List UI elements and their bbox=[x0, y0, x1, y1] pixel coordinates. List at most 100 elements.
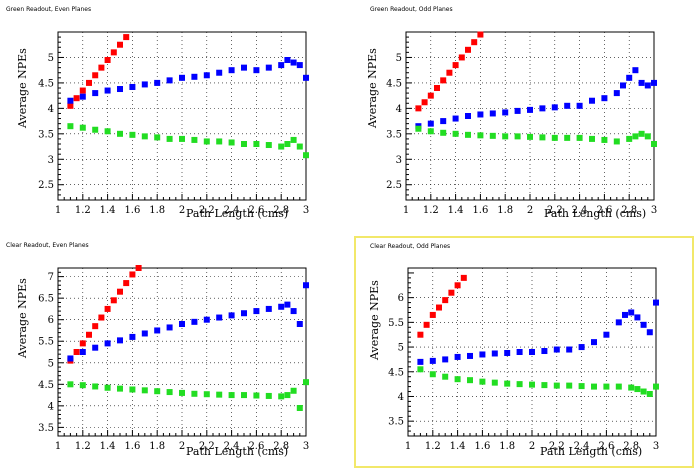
data-point bbox=[241, 141, 247, 147]
data-point bbox=[632, 133, 639, 140]
data-point bbox=[265, 142, 272, 149]
data-point bbox=[421, 99, 428, 106]
data-point bbox=[465, 131, 471, 138]
data-point bbox=[265, 305, 272, 312]
data-point bbox=[634, 386, 641, 393]
x-axis-label: Path Length (cms) bbox=[186, 445, 289, 458]
data-point bbox=[92, 323, 99, 330]
y-tick-label: 3 bbox=[48, 155, 54, 166]
x-tick-label: 3 bbox=[651, 205, 657, 216]
data-point bbox=[527, 133, 533, 140]
x-tick-label: 1 bbox=[55, 441, 61, 452]
data-point bbox=[141, 387, 148, 394]
data-point bbox=[284, 141, 291, 147]
data-point bbox=[303, 152, 309, 159]
x-axis-label: Path Length (cms) bbox=[544, 207, 647, 220]
y-tick-label: 3.5 bbox=[386, 129, 402, 140]
data-point bbox=[651, 79, 657, 86]
data-point bbox=[576, 134, 583, 141]
x-tick-label: 2.8 bbox=[273, 441, 289, 452]
data-point bbox=[154, 79, 161, 86]
x-tick-label: 1.6 bbox=[472, 205, 488, 216]
data-point bbox=[429, 357, 436, 364]
data-point bbox=[589, 97, 595, 104]
data-point bbox=[440, 129, 447, 136]
data-point bbox=[284, 301, 291, 308]
data-point bbox=[98, 314, 105, 321]
data-point bbox=[296, 143, 303, 150]
chart-panel-clear-odd-selected[interactable]: Clear Readout, Odd Planes Average NPEs P… bbox=[354, 236, 694, 468]
y-tick-label: 4.5 bbox=[388, 367, 404, 378]
x-tick-label: 2 bbox=[179, 441, 185, 452]
data-point bbox=[427, 92, 434, 99]
y-tick-label: 4 bbox=[48, 104, 54, 115]
data-point bbox=[303, 282, 309, 289]
data-point bbox=[626, 74, 633, 81]
x-tick-label: 2.2 bbox=[547, 205, 563, 216]
data-point bbox=[117, 288, 123, 295]
y-tick-label: 5.5 bbox=[38, 337, 54, 348]
y-tick-label: 7 bbox=[48, 272, 54, 283]
data-point bbox=[141, 81, 148, 88]
data-point bbox=[73, 95, 80, 102]
data-point bbox=[303, 379, 309, 386]
data-point bbox=[141, 133, 148, 140]
data-point bbox=[154, 327, 161, 334]
x-tick-label: 2.2 bbox=[199, 441, 215, 452]
x-tick-label: 2.4 bbox=[572, 205, 588, 216]
y-tick-label: 4 bbox=[398, 392, 404, 403]
data-point bbox=[228, 312, 235, 319]
data-point bbox=[502, 109, 509, 116]
data-point bbox=[253, 308, 260, 315]
x-tick-label: 1.4 bbox=[450, 441, 466, 452]
data-point bbox=[67, 381, 74, 388]
y-tick-label: 3.5 bbox=[388, 417, 404, 428]
data-point bbox=[203, 391, 210, 398]
x-tick-label: 1.4 bbox=[100, 205, 116, 216]
data-point bbox=[442, 297, 449, 304]
data-point bbox=[166, 389, 173, 396]
data-point bbox=[117, 86, 123, 93]
x-tick-label: 2.2 bbox=[549, 441, 565, 452]
data-point bbox=[179, 389, 185, 396]
data-point bbox=[191, 136, 198, 143]
data-point bbox=[603, 331, 610, 338]
data-point bbox=[551, 104, 558, 111]
data-point bbox=[653, 383, 659, 390]
data-point bbox=[427, 128, 434, 135]
data-point bbox=[477, 111, 484, 118]
data-point bbox=[216, 391, 223, 398]
data-point bbox=[479, 351, 486, 358]
data-point bbox=[67, 102, 74, 109]
x-tick-label: 1.4 bbox=[100, 441, 116, 452]
data-point bbox=[86, 79, 92, 86]
x-tick-label: 2.6 bbox=[596, 205, 612, 216]
x-tick-label: 1.8 bbox=[497, 205, 513, 216]
data-point bbox=[216, 314, 223, 321]
data-point bbox=[79, 93, 86, 100]
data-point bbox=[141, 330, 148, 337]
data-point bbox=[86, 331, 92, 338]
x-tick-label: 1.4 bbox=[448, 205, 464, 216]
x-tick-label: 2.4 bbox=[224, 441, 240, 452]
data-point bbox=[651, 141, 657, 147]
y-tick-label: 2.5 bbox=[38, 180, 54, 191]
data-point bbox=[253, 392, 260, 399]
data-point bbox=[129, 83, 136, 90]
data-point bbox=[129, 386, 136, 393]
x-tick-label: 1.2 bbox=[75, 205, 91, 216]
data-point bbox=[477, 132, 484, 139]
x-tick-label: 1.6 bbox=[124, 441, 140, 452]
data-point bbox=[566, 346, 573, 353]
y-tick-label: 5 bbox=[396, 53, 402, 64]
x-tick-label: 2.8 bbox=[621, 205, 637, 216]
data-point bbox=[527, 106, 533, 113]
data-point bbox=[79, 382, 86, 389]
data-point bbox=[452, 62, 459, 69]
data-point bbox=[92, 344, 99, 351]
data-point bbox=[129, 333, 136, 340]
data-point bbox=[166, 324, 173, 331]
data-point bbox=[67, 123, 74, 130]
data-point bbox=[241, 392, 247, 399]
x-axis-label: Path Length (cms) bbox=[540, 445, 643, 458]
